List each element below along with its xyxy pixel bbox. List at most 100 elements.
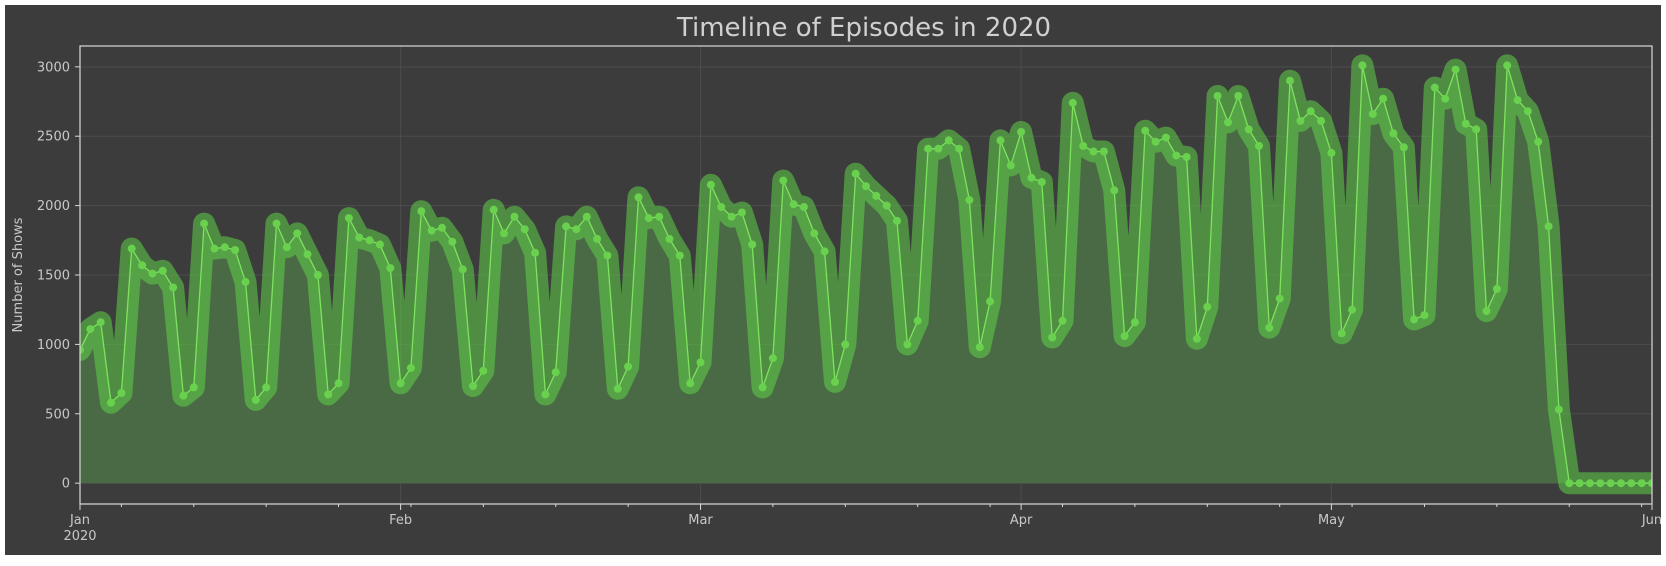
data-point — [1585, 479, 1594, 488]
data-point — [179, 391, 188, 400]
data-point — [1492, 284, 1501, 293]
data-point — [934, 144, 943, 153]
chart-title: Timeline of Episodes in 2020 — [676, 13, 1051, 43]
data-point — [520, 225, 529, 234]
data-point — [1172, 151, 1181, 160]
data-point — [1523, 107, 1532, 116]
data-point — [1037, 178, 1046, 186]
y-axis: 0 500 1000 1500 2000 2500 3000 — [37, 60, 80, 492]
data-point — [469, 382, 477, 390]
series-markers — [80, 61, 1652, 488]
data-point — [1048, 333, 1057, 342]
data-point — [955, 144, 964, 153]
data-point — [706, 180, 715, 189]
data-point — [1089, 147, 1098, 156]
data-point — [282, 243, 291, 252]
data-point — [80, 345, 84, 354]
data-point — [1637, 479, 1646, 488]
data-point — [655, 212, 664, 221]
data-point — [675, 251, 684, 260]
data-point — [768, 354, 777, 363]
x-tick-label: Jun — [1641, 513, 1662, 528]
data-point — [303, 250, 312, 259]
data-point — [1575, 479, 1584, 488]
data-point — [231, 246, 240, 254]
data-point — [924, 144, 933, 153]
data-point — [479, 366, 488, 375]
data-point — [1027, 173, 1036, 182]
data-point — [1182, 153, 1191, 161]
data-point — [1337, 329, 1346, 338]
data-point — [531, 248, 540, 257]
data-point — [779, 176, 788, 185]
data-point — [603, 251, 612, 260]
data-point — [510, 212, 519, 221]
data-point — [1224, 118, 1232, 127]
data-point — [1596, 479, 1605, 488]
data-point — [1430, 83, 1439, 92]
data-point — [334, 379, 343, 388]
data-point — [86, 325, 95, 334]
data-point — [634, 193, 643, 202]
data-point — [500, 229, 508, 238]
data-point — [851, 169, 860, 178]
data-point — [169, 283, 178, 292]
data-point — [1286, 76, 1294, 85]
data-point — [1358, 61, 1367, 70]
data-point — [1379, 94, 1388, 103]
data-point — [572, 225, 581, 234]
data-point — [1368, 110, 1377, 118]
data-point — [1058, 316, 1067, 325]
data-point — [686, 379, 695, 388]
x-tick-label: May — [1318, 513, 1345, 528]
data-point — [262, 383, 271, 392]
data-point — [1006, 161, 1015, 170]
x-tick-label: Mar — [688, 513, 713, 528]
data-point — [727, 212, 736, 221]
data-point — [375, 240, 384, 249]
data-point — [438, 223, 446, 232]
data-point — [903, 340, 912, 349]
data-point — [1306, 107, 1315, 116]
data-point — [831, 377, 839, 386]
data-point — [251, 395, 260, 404]
y-tick-label: 2500 — [37, 130, 70, 145]
data-point — [1534, 137, 1543, 146]
data-point — [1503, 61, 1512, 70]
data-point — [541, 390, 550, 399]
data-point — [1461, 119, 1470, 128]
data-point — [365, 236, 374, 245]
data-point — [1234, 92, 1243, 100]
data-point — [1472, 125, 1481, 134]
data-point — [1617, 479, 1625, 488]
data-point — [1348, 305, 1357, 314]
data-point — [1161, 133, 1170, 142]
data-point — [1203, 302, 1212, 311]
data-point — [593, 234, 602, 243]
data-point — [1265, 323, 1274, 332]
data-point — [758, 383, 767, 392]
data-point — [789, 200, 798, 209]
data-point — [1141, 126, 1150, 135]
y-tick-label: 2000 — [37, 199, 70, 214]
data-point — [582, 212, 591, 221]
data-point — [1244, 125, 1253, 134]
data-point — [862, 182, 870, 191]
y-tick-label: 1500 — [37, 269, 70, 284]
x-tick-label: Feb — [389, 513, 412, 528]
data-point — [1151, 137, 1160, 146]
data-point — [1317, 116, 1326, 125]
data-point — [1130, 318, 1139, 327]
data-point — [200, 219, 209, 228]
data-point — [717, 203, 726, 211]
data-point — [1648, 479, 1652, 488]
data-point — [1068, 98, 1077, 107]
data-point — [1399, 143, 1408, 152]
data-point — [1441, 94, 1450, 103]
data-point — [386, 264, 395, 273]
data-point — [458, 265, 467, 274]
data-point — [1213, 92, 1222, 100]
data-point — [189, 383, 198, 392]
data-point — [324, 390, 333, 399]
data-point — [624, 362, 633, 371]
